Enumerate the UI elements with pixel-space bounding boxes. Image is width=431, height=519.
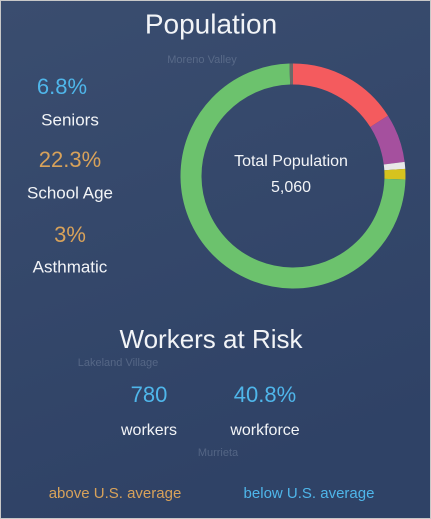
map-label: Lakeland Village bbox=[78, 357, 159, 369]
stat-value: 6.8% bbox=[37, 74, 87, 99]
stat-label: School Age bbox=[27, 183, 113, 202]
section-title: Workers at Risk bbox=[120, 324, 304, 354]
map-label: Murrieta bbox=[198, 447, 239, 459]
stat-value: 22.3% bbox=[39, 147, 101, 172]
legend-above: above U.S. average bbox=[49, 485, 182, 502]
donut-center-label: Total Population bbox=[234, 153, 348, 170]
stat-label: workforce bbox=[229, 422, 299, 439]
stat-label: Asthmatic bbox=[33, 257, 108, 276]
stat-value: 40.8% bbox=[234, 382, 296, 407]
donut-segment bbox=[370, 115, 405, 165]
map-label: Moreno Valley bbox=[167, 54, 237, 66]
stat-value: 3% bbox=[54, 222, 86, 247]
donut-segment bbox=[383, 161, 406, 171]
donut-chart bbox=[180, 63, 406, 289]
section-title: Population bbox=[145, 8, 277, 39]
stat-label: Seniors bbox=[41, 110, 99, 129]
legend-below: below U.S. average bbox=[244, 485, 375, 502]
donut-segment bbox=[180, 63, 406, 289]
stat-value: 780 bbox=[131, 382, 168, 407]
donut-center-value: 5,060 bbox=[271, 179, 311, 196]
donut-segment bbox=[292, 63, 388, 128]
stat-label: workers bbox=[120, 422, 177, 439]
